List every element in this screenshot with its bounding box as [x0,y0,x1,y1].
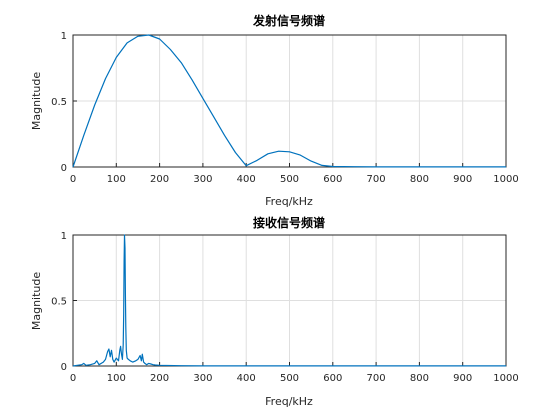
plot-area-border [72,34,507,168]
chart-transmit-spectrum: 发射信号频谱 0 100 200 300 400 500 600 700 800 900 1000 0… [30,13,519,208]
x-tick-label: 500 [280,174,299,185]
x-tick-label: 1000 [493,174,518,185]
y-tick-label: 0 [61,362,67,373]
x-tick-label: 900 [453,174,472,185]
x-tick-label: 200 [150,174,169,185]
x-tick-label: 100 [107,174,126,185]
y-axis-label: Magnitude [30,272,43,331]
chart-title: 发射信号频谱 [252,13,325,28]
x-tick-label: 700 [367,373,386,384]
chart-title: 接收信号频谱 [253,215,325,230]
x-axis-label: Freq/kHz [265,195,313,208]
x-tick-label: 200 [150,373,169,384]
x-tick-label: 400 [237,373,256,384]
y-tick-label: 0.5 [51,297,67,308]
x-tick-label: 1000 [493,373,518,384]
y-tick-label: 0 [61,163,67,174]
x-tick-label: 300 [193,373,212,384]
x-tick-label: 700 [367,174,386,185]
series-line [72,234,506,367]
x-axis-label: Freq/kHz [265,395,313,408]
x-tick-label: 900 [453,373,472,384]
x-tick-label: 500 [280,373,299,384]
x-tick-label: 800 [410,373,429,384]
y-tick-label: 1 [61,231,67,242]
chart-receive-spectrum: 接收信号频谱 0 100 200 300 400 500 600 700 800 900 1000 0… [30,215,519,408]
x-tick-label: 0 [70,174,76,185]
x-tick-label: 400 [237,174,256,185]
y-tick-label: 1 [61,31,67,42]
x-tick-label: 100 [107,373,126,384]
x-tick-label: 600 [323,373,342,384]
y-axis-label: Magnitude [30,72,43,131]
x-tick-label: 800 [410,174,429,185]
x-tick-label: 0 [70,373,76,384]
x-tick-label: 600 [323,174,342,185]
y-tick-label: 0.5 [51,97,67,108]
series-line [72,34,506,168]
x-tick-label: 300 [193,174,212,185]
